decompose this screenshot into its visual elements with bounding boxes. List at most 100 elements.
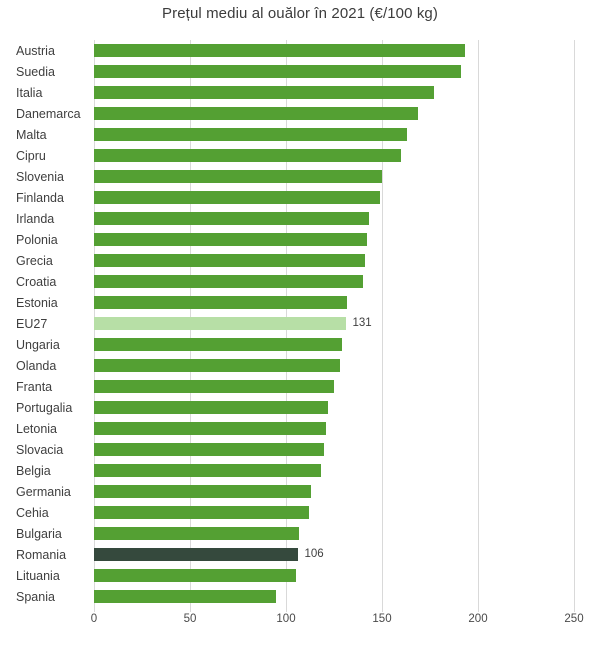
bar-row [94, 61, 574, 82]
bar-row [94, 208, 574, 229]
bar-row [94, 439, 574, 460]
x-axis-tick [190, 607, 191, 612]
category-label: Estonia [16, 295, 58, 310]
bar-portugalia [94, 401, 329, 414]
category-label: Irlanda [16, 211, 55, 226]
bar-suedia [94, 65, 461, 78]
x-axis-tick-label: 200 [468, 613, 488, 625]
bar-malta [94, 128, 407, 141]
gridline [574, 40, 575, 607]
bar-row [94, 376, 574, 397]
category-label: Austria [16, 43, 55, 58]
bar-cehia [94, 506, 310, 519]
category-label: Portugalia [16, 400, 73, 415]
bar-row [94, 40, 574, 61]
bar-row [94, 481, 574, 502]
category-label: Cehia [16, 505, 49, 520]
bar-lituania [94, 569, 296, 582]
bar-grecia [94, 254, 365, 267]
x-axis-tick-label: 0 [90, 613, 98, 625]
bar-row [94, 103, 574, 124]
bar-row [94, 523, 574, 544]
bar-croatia [94, 275, 363, 288]
x-axis-tick [478, 607, 479, 612]
bar-cipru [94, 149, 402, 162]
bar-rows: 131 106 [94, 40, 574, 607]
category-label: Malta [16, 127, 47, 142]
category-label: Italia [16, 85, 43, 100]
bar-row [94, 397, 574, 418]
category-label: Ungaria [16, 337, 60, 352]
bar-row [94, 250, 574, 271]
x-axis-tick-marks [94, 607, 575, 612]
category-label: Slovacia [16, 442, 64, 457]
bar-spania [94, 590, 277, 603]
category-label: Franta [16, 379, 53, 394]
category-label: Bulgaria [16, 526, 62, 541]
bar-romania [94, 548, 298, 561]
x-axis-tick [382, 607, 383, 612]
bar-bulgaria [94, 527, 300, 540]
bar-row [94, 418, 574, 439]
x-axis-tick-label: 100 [276, 613, 296, 625]
category-label: Croatia [16, 274, 57, 289]
plot-area: 131 106 [94, 40, 575, 607]
bar-row [94, 502, 574, 523]
x-axis-tick-label: 250 [564, 613, 584, 625]
bar-belgia [94, 464, 321, 477]
bar-row [94, 145, 574, 166]
category-label: Romania [16, 547, 67, 562]
x-axis-labels: 0 50 100 150 200 250 [90, 613, 584, 629]
x-axis-tick [574, 607, 575, 612]
bar-italia [94, 86, 434, 99]
x-axis-tick-label: 50 [183, 613, 197, 625]
bar-estonia [94, 296, 348, 309]
bar-austria [94, 44, 465, 57]
bar-row [94, 460, 574, 481]
bar-row [94, 124, 574, 145]
bar-franta [94, 380, 334, 393]
category-label: Slovenia [16, 169, 64, 184]
bar-olanda [94, 359, 340, 372]
category-label: Lituania [16, 568, 60, 583]
bar-row [94, 565, 574, 586]
bar-slovacia [94, 443, 325, 456]
bar-row: 106 [94, 544, 574, 565]
category-label: Danemarca [16, 106, 81, 121]
category-label: Suedia [16, 64, 55, 79]
category-label: Belgia [16, 463, 51, 478]
value-label-romania: 106 [304, 548, 324, 560]
bar-eu27 [94, 317, 346, 330]
bar-danemarca [94, 107, 419, 120]
category-label: Cipru [16, 148, 46, 163]
category-label: EU27 [16, 316, 48, 331]
x-axis-tick-label: 150 [372, 613, 392, 625]
bar-row [94, 229, 574, 250]
bar-row [94, 166, 574, 187]
bar-row [94, 292, 574, 313]
value-label-eu27: 131 [352, 317, 372, 329]
category-label: Letonia [16, 421, 58, 436]
bar-irlanda [94, 212, 369, 225]
bar-row [94, 334, 574, 355]
category-label: Finlanda [16, 190, 64, 205]
category-label: Polonia [16, 232, 58, 247]
category-label: Olanda [16, 358, 57, 373]
category-label: Grecia [16, 253, 53, 268]
bar-row [94, 271, 574, 292]
category-label: Spania [16, 589, 55, 604]
bar-row [94, 187, 574, 208]
bar-polonia [94, 233, 367, 246]
bar-germania [94, 485, 311, 498]
chart-title: Prețul mediu al ouălor în 2021 (€/100 kg… [162, 5, 438, 22]
gridline [478, 40, 479, 607]
category-axis: Austria Suedia Italia Danemarca Malta Cipru Sl… [16, 40, 92, 607]
bar-row: 131 [94, 313, 574, 334]
bar-letonia [94, 422, 327, 435]
x-axis-tick [94, 607, 95, 612]
bar-finlanda [94, 191, 381, 204]
bar-row [94, 82, 574, 103]
bar-slovenia [94, 170, 382, 183]
category-label: Germania [16, 484, 71, 499]
